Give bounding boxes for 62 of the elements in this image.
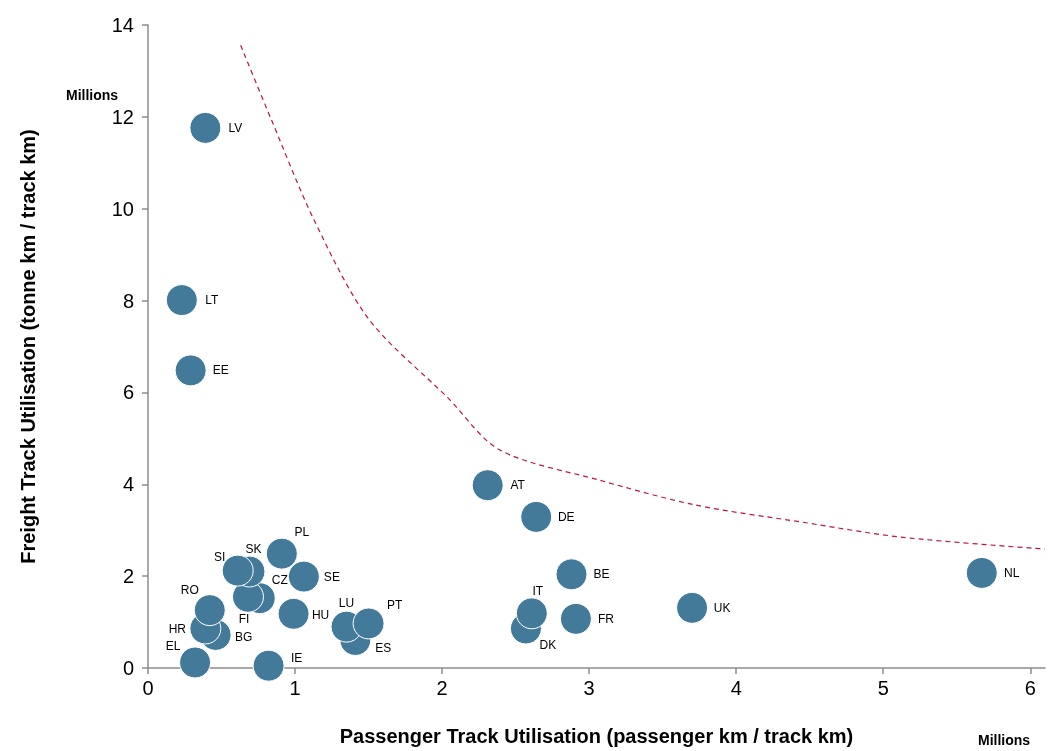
point <box>559 602 592 635</box>
y-axis-title: Freight Track Utilisation (tonne km / track km) <box>17 129 39 564</box>
y-tick-label: 12 <box>111 105 134 128</box>
series-label: SK <box>245 541 262 556</box>
point <box>471 469 504 502</box>
point <box>179 646 212 679</box>
point <box>189 111 222 144</box>
series-label: HU <box>311 607 330 622</box>
x-tick-label: 4 <box>730 677 742 699</box>
y-tick-label: 8 <box>122 289 134 312</box>
y-tick-label: 0 <box>122 657 134 679</box>
series-label: DK <box>539 637 557 652</box>
y-tick-label: 6 <box>122 381 134 404</box>
x-tick-label: 5 <box>877 677 889 699</box>
series-label: EE <box>212 363 229 378</box>
series-label: NL <box>1004 565 1020 580</box>
point <box>676 591 709 624</box>
x-tick-label: 1 <box>289 677 301 699</box>
point <box>252 649 285 682</box>
series-label: SI <box>214 549 226 564</box>
point <box>520 500 553 533</box>
series-label: PL <box>294 524 310 539</box>
series-label: BE <box>593 567 610 582</box>
point <box>165 284 198 317</box>
series-label: DE <box>557 509 575 524</box>
x-axis-title: Passenger Track Utilisation (passenger km / track km) <box>339 725 854 747</box>
text: Millions <box>66 87 119 103</box>
x-tick-label: 6 <box>1024 677 1036 699</box>
point <box>277 597 310 630</box>
y-tick-label: 2 <box>122 565 134 588</box>
series-label: FR <box>597 611 615 626</box>
point <box>265 537 298 570</box>
point <box>287 560 320 593</box>
point <box>965 556 998 589</box>
series-label: AT <box>510 478 526 493</box>
series-label: ES <box>375 640 392 655</box>
series-label: CZ <box>271 573 288 588</box>
series-label: LT <box>205 293 220 308</box>
series-label: LV <box>228 120 243 135</box>
point <box>174 354 207 387</box>
y-tick-label: 14 <box>111 14 134 36</box>
series-label: UK <box>713 600 731 615</box>
series-label: BG <box>234 629 253 644</box>
point <box>193 594 226 627</box>
x-tick-label: 3 <box>583 677 595 699</box>
point <box>352 607 385 640</box>
x-tick-label: 2 <box>436 677 448 699</box>
series-label: IT <box>532 584 544 599</box>
text: Millions <box>978 732 1031 748</box>
series-label: HR <box>168 621 187 636</box>
x-tick-label: 0 <box>142 677 154 699</box>
series-label: PT <box>386 598 403 613</box>
series-label: FI <box>238 611 250 626</box>
series-label: RO <box>180 583 199 598</box>
series-label: LU <box>338 595 355 610</box>
y-tick-label: 10 <box>111 197 134 220</box>
series-label: EL <box>165 639 181 654</box>
series-label: IE <box>290 650 303 665</box>
series-label: SE <box>323 569 340 584</box>
point <box>555 558 588 591</box>
point <box>515 597 548 630</box>
y-tick-label: 4 <box>122 473 134 496</box>
